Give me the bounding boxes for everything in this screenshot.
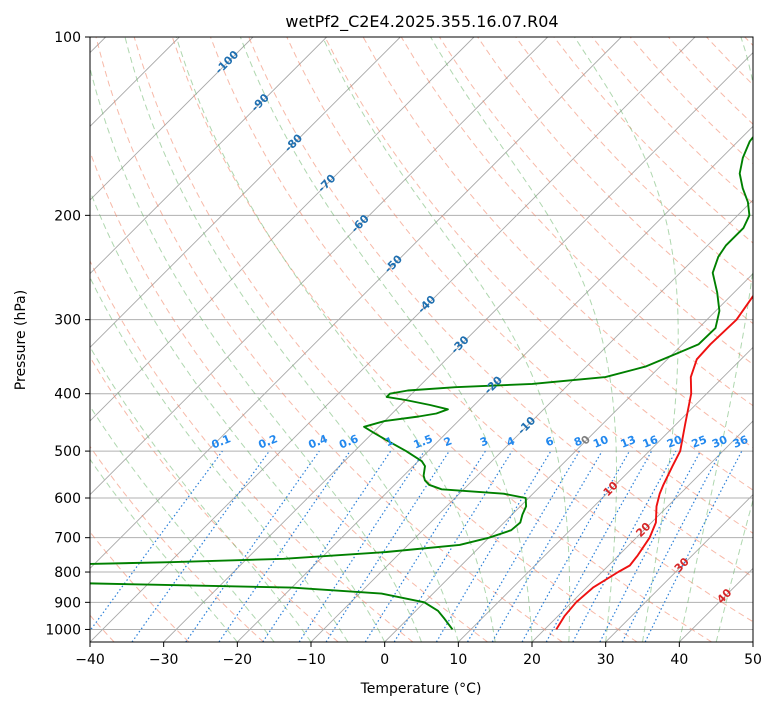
y-tick-label: 900 [54, 595, 81, 611]
y-tick-label: 100 [54, 30, 81, 46]
x-tick-label: −40 [75, 652, 105, 668]
x-tick-label: −20 [223, 652, 253, 668]
y-tick-label: 300 [54, 313, 81, 329]
x-tick-label: 50 [744, 652, 762, 668]
y-tick-label: 500 [54, 444, 81, 460]
y-tick-label: 700 [54, 531, 81, 547]
chart-title: wetPf2_C2E4.2025.355.16.07.R04 [285, 12, 558, 32]
x-tick-label: 10 [449, 652, 467, 668]
x-tick-label: 30 [597, 652, 615, 668]
x-tick-label: −30 [149, 652, 179, 668]
y-tick-label: 200 [54, 208, 81, 224]
y-axis-title: Pressure (hPa) [13, 290, 29, 390]
x-tick-label: −10 [296, 652, 326, 668]
x-tick-label: 40 [670, 652, 688, 668]
x-tick-label: 0 [380, 652, 389, 668]
y-tick-label: 800 [54, 565, 81, 581]
x-tick-label: 20 [523, 652, 541, 668]
y-tick-label: 400 [54, 387, 81, 403]
y-tick-label: 600 [54, 491, 81, 507]
y-tick-label: 1000 [45, 622, 81, 638]
x-axis-title: Temperature (°C) [360, 681, 482, 697]
